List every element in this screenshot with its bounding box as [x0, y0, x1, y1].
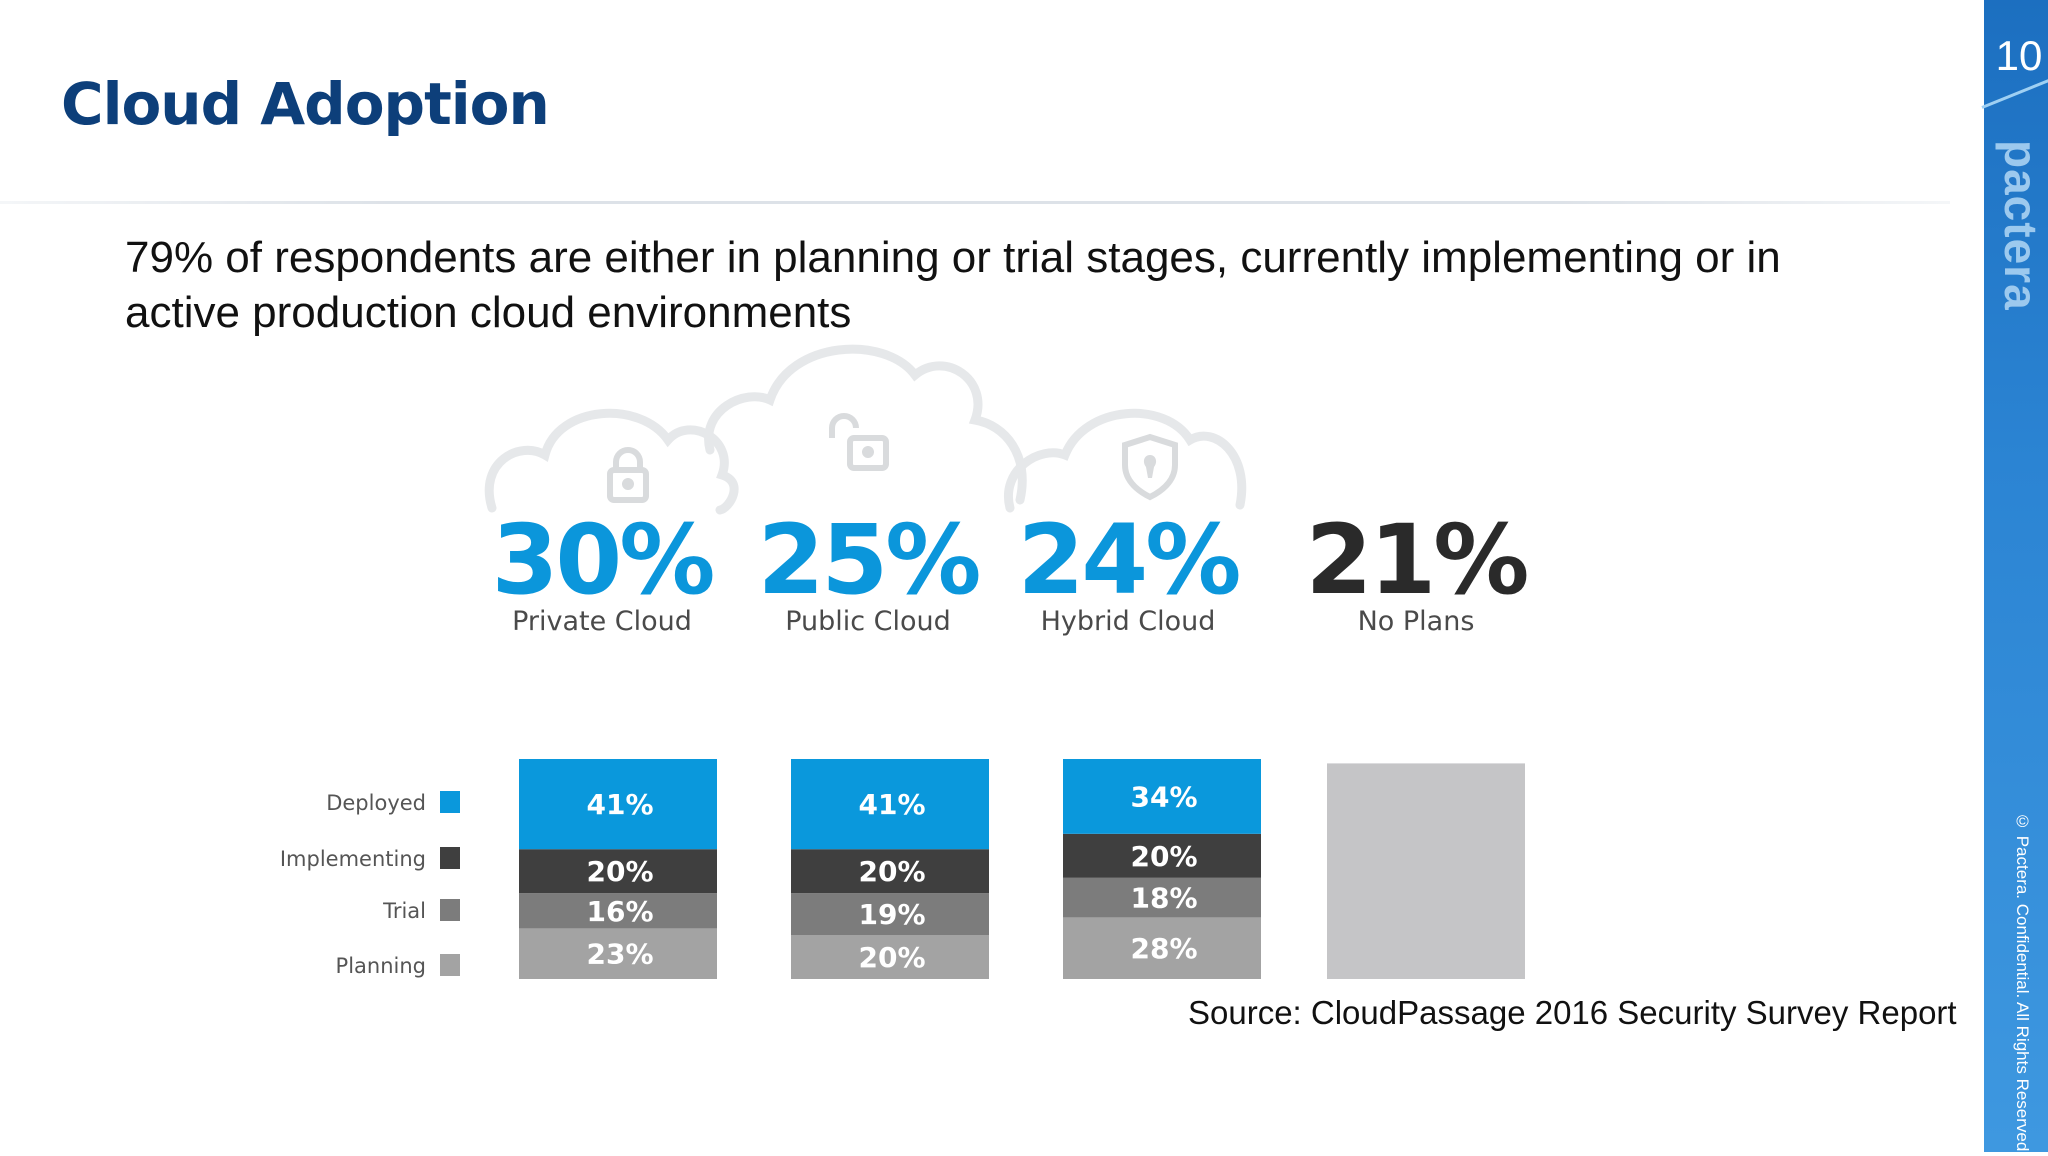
legend-swatch-trial: [440, 899, 460, 921]
data-label-public-cloud-trial: 19%: [858, 898, 925, 931]
slide-title: Cloud Adoption: [61, 70, 550, 138]
bar-segment-hybrid-cloud-deployed: [1063, 759, 1261, 834]
bar-segment-hybrid-cloud-implementing: [1063, 833, 1261, 878]
category-label-private-cloud: Private Cloud: [512, 606, 692, 637]
bar-segment-private-cloud-planning: [519, 928, 717, 979]
data-label-hybrid-cloud-deployed: 34%: [1130, 780, 1197, 813]
headline-percent-hybrid-cloud: 24%: [1018, 504, 1240, 616]
legend-swatch-deployed: [440, 791, 460, 813]
category-label-public-cloud: Public Cloud: [785, 606, 951, 637]
legend-label-planning: Planning: [336, 954, 426, 978]
bar-segment-hybrid-cloud-planning: [1063, 917, 1261, 979]
data-label-hybrid-cloud-planning: 28%: [1130, 932, 1197, 965]
legend-label-implementing: Implementing: [280, 847, 426, 871]
category-label-no-plans: No Plans: [1358, 606, 1475, 637]
legend-label-deployed: Deployed: [326, 791, 426, 815]
category-label-hybrid-cloud: Hybrid Cloud: [1041, 606, 1216, 637]
cloud-outlines: [484, 344, 1247, 515]
copyright-notice: © Pactera. Confidential. All Rights Rese…: [2013, 812, 2032, 1156]
bar-segment-private-cloud-implementing: [519, 849, 717, 894]
data-label-hybrid-cloud-implementing: 20%: [1130, 840, 1197, 873]
title-divider: [0, 201, 1950, 204]
slide-subtitle: 79% of respondents are either in plannin…: [125, 233, 1781, 337]
headline-percent-public-cloud: 25%: [758, 504, 980, 616]
page-number: 10: [1995, 32, 2043, 79]
legend-label-trial: Trial: [382, 899, 426, 923]
data-label-private-cloud-implementing: 20%: [586, 855, 653, 888]
lock-icon: [607, 447, 649, 503]
brand-side-strip: [1984, 0, 2048, 1152]
logo-wordmark: pactera: [1995, 140, 2047, 311]
bar-segment-hybrid-cloud-trial: [1063, 877, 1261, 918]
data-label-private-cloud-deployed: 41%: [586, 788, 653, 821]
cloud-outline-hybrid: [1003, 408, 1247, 513]
cloud-outline-private: [484, 408, 739, 515]
bar-segment-public-cloud-deployed: [791, 759, 989, 850]
legend-swatch-implementing: [440, 847, 460, 869]
data-label-hybrid-cloud-trial: 18%: [1130, 882, 1197, 915]
source-note: Source: CloudPassage 2016 Security Surve…: [1188, 994, 1957, 1031]
bar-segment-public-cloud-planning: [791, 935, 989, 979]
bar-segment-public-cloud-trial: [791, 893, 989, 935]
data-label-private-cloud-trial: 16%: [586, 895, 653, 928]
bar-no-plans: [1327, 763, 1525, 979]
shield-icon: [1122, 433, 1178, 501]
data-label-public-cloud-implementing: 20%: [858, 855, 925, 888]
headline-percent-no-plans: 21%: [1306, 504, 1528, 616]
bar-segment-public-cloud-implementing: [791, 849, 989, 894]
data-label-public-cloud-deployed: 41%: [858, 788, 925, 821]
bar-segment-private-cloud-deployed: [519, 759, 717, 850]
data-label-public-cloud-planning: 20%: [858, 941, 925, 974]
pactera-logo: pactera: [1994, 140, 2047, 320]
data-label-private-cloud-planning: 23%: [586, 938, 653, 971]
bar-segment-private-cloud-trial: [519, 893, 717, 929]
cloud-outline-public: [704, 344, 1027, 505]
unlock-icon: [829, 413, 889, 471]
legend-swatch-planning: [440, 954, 460, 976]
headline-percent-private-cloud: 30%: [492, 504, 714, 616]
